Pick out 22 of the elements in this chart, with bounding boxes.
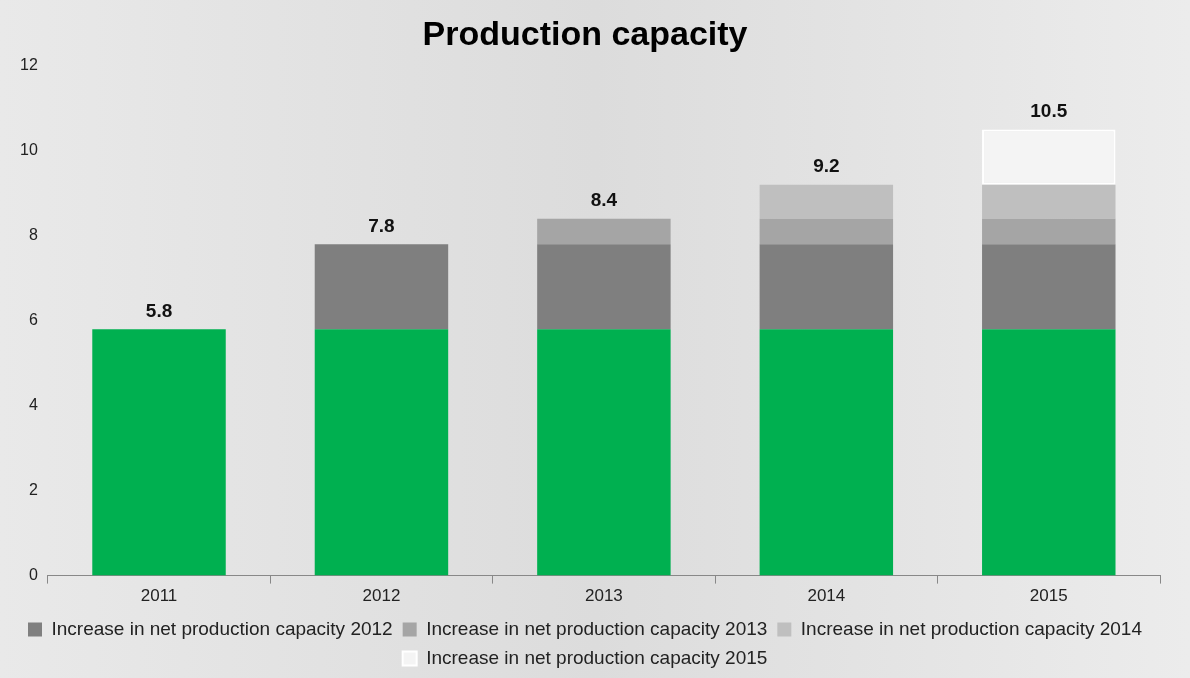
y-tick-label: 2 (28, 481, 38, 499)
x-tick-label: 2013 (584, 586, 623, 606)
y-tick-label: 4 (28, 396, 38, 414)
legend-label: Increase in net production capacity 2013 (426, 617, 768, 639)
y-tick-label: 10 (20, 141, 38, 159)
total-label: 5.8 (145, 299, 173, 321)
total-label: 10.5 (1030, 100, 1068, 122)
x-tick-label: 2011 (140, 586, 178, 606)
y-tick-label: 6 (28, 311, 38, 329)
legend-label: Increase in net production capacity 2014 (800, 617, 1143, 639)
chart-title: Production capacity (422, 13, 748, 52)
y-tick-label: 8 (28, 226, 38, 244)
legend-label: Increase in net production capacity 2012 (51, 617, 393, 639)
x-tick-label: 2012 (362, 586, 401, 606)
y-tick-label: 12 (20, 56, 38, 74)
x-tick-label: 2015 (1029, 586, 1068, 606)
total-label: 9.2 (813, 155, 840, 177)
total-label: 7.8 (368, 214, 395, 236)
x-tick-label: 2014 (807, 586, 846, 606)
legend-label: Increase in net production capacity 2015 (426, 646, 768, 668)
total-label: 8.4 (590, 189, 618, 211)
y-tick-label: 0 (28, 566, 38, 584)
